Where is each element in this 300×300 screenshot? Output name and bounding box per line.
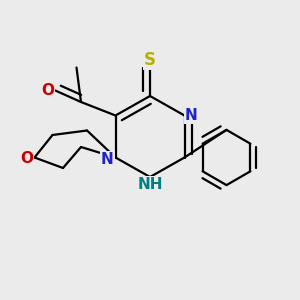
Text: O: O	[41, 83, 54, 98]
Text: N: N	[185, 108, 198, 123]
Text: O: O	[20, 151, 34, 166]
Text: N: N	[101, 152, 114, 166]
Text: S: S	[144, 51, 156, 69]
Text: NH: NH	[137, 177, 163, 192]
